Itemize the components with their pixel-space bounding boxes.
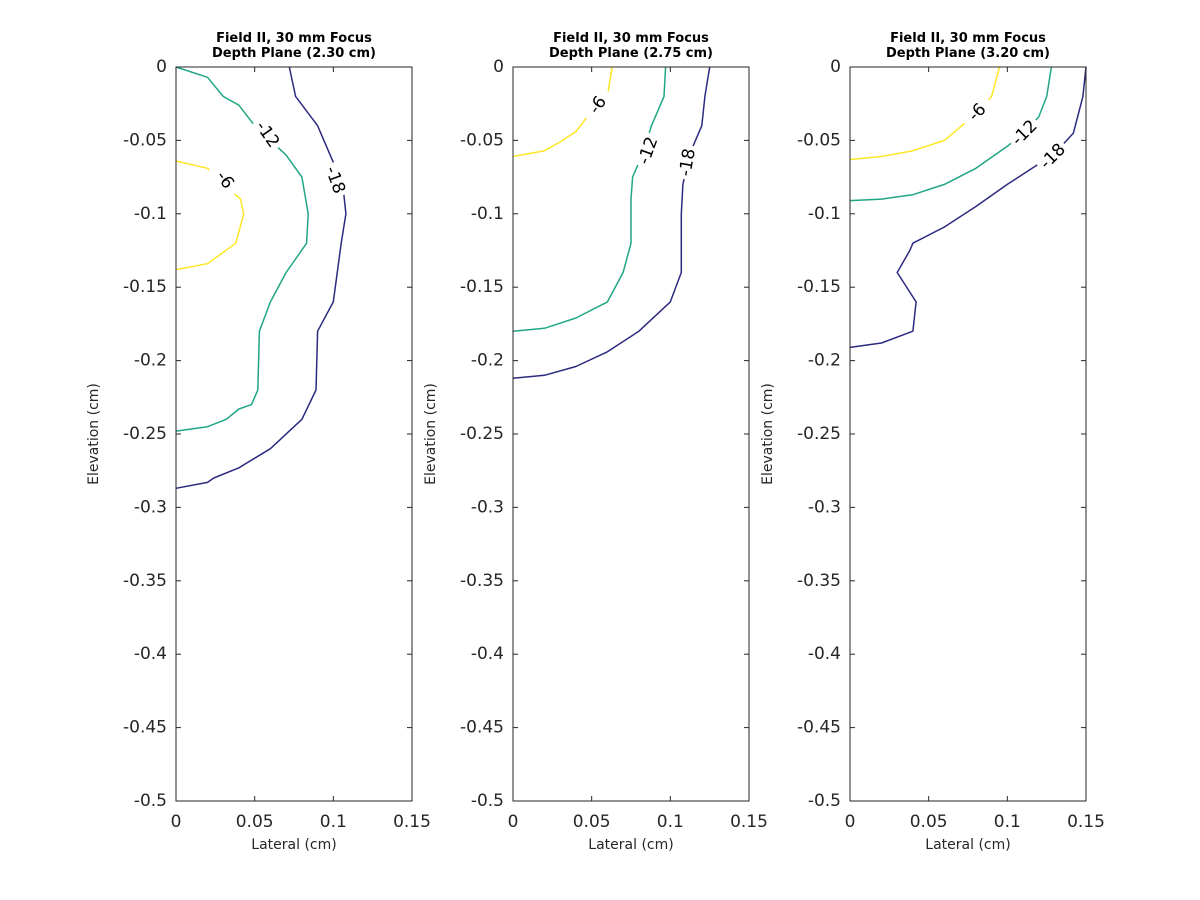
y-tick-label: -0.1 [134, 204, 167, 224]
y-tick-label: -0.45 [123, 718, 167, 738]
y-tick-label: -0.05 [123, 130, 167, 150]
contour-line-minus6 [849, 66, 1001, 161]
x-tick-label: 0.15 [393, 812, 431, 832]
x-tick-label: 0.1 [657, 812, 684, 832]
y-tick-label: -0.1 [808, 204, 841, 224]
y-tick-label: -0.4 [471, 644, 504, 664]
contour-line-minus18 [849, 66, 1087, 349]
y-tick-label: -0.2 [471, 351, 504, 371]
y-tick-label: 0 [156, 57, 167, 77]
contour-line-minus12 [849, 66, 1053, 202]
y-tick-label: -0.25 [797, 424, 841, 444]
contour-line-minus18 [175, 66, 347, 490]
y-tick-label: -0.45 [460, 718, 504, 738]
contour-label-background [958, 93, 997, 132]
contour-label-background [1005, 113, 1044, 153]
plot-title-line-2: Depth Plane (2.30 cm) [212, 46, 376, 61]
x-tick-label: 0.05 [573, 812, 611, 832]
y-tick-label: -0.1 [471, 204, 504, 224]
x-tick-label: 0 [171, 812, 182, 832]
plot-title-line-1: Field II, 30 mm Focus [890, 31, 1046, 46]
y-tick-label: 0 [493, 57, 504, 77]
y-tick-label: -0.35 [123, 571, 167, 591]
contour-label-background [249, 114, 286, 155]
plot-title-line-1: Field II, 30 mm Focus [553, 31, 709, 46]
y-tick-label: -0.5 [471, 791, 504, 811]
y-tick-label: -0.25 [123, 424, 167, 444]
x-tick-label: 0 [508, 812, 519, 832]
y-tick-label: -0.3 [471, 497, 504, 517]
contour-label-background [674, 143, 701, 181]
contour-label-background [633, 131, 664, 171]
contour-line-minus12 [512, 66, 667, 332]
y-tick-label: -0.5 [134, 791, 167, 811]
x-tick-label: 0.15 [730, 812, 768, 832]
y-axis-title: Elevation (cm) [423, 383, 439, 485]
contour-label-background [319, 160, 351, 200]
x-tick-label: 0.05 [236, 812, 274, 832]
y-tick-label: -0.15 [123, 277, 167, 297]
y-tick-label: -0.15 [797, 277, 841, 297]
y-tick-label: -0.3 [808, 497, 841, 517]
y-tick-label: -0.45 [797, 718, 841, 738]
contour-label-background [206, 160, 243, 200]
y-axis-title: Elevation (cm) [760, 383, 776, 485]
plot-title-line-1: Field II, 30 mm Focus [216, 31, 372, 46]
x-tick-label: 0 [845, 812, 856, 832]
y-tick-label: -0.2 [808, 351, 841, 371]
y-tick-label: 0 [830, 57, 841, 77]
y-tick-label: -0.25 [460, 424, 504, 444]
y-tick-label: -0.2 [134, 351, 167, 371]
y-tick-label: -0.3 [134, 497, 167, 517]
x-tick-label: 0.15 [1067, 812, 1105, 832]
y-tick-label: -0.35 [797, 571, 841, 591]
y-tick-label: -0.4 [134, 644, 167, 664]
x-tick-label: 0.1 [994, 812, 1021, 832]
y-tick-label: -0.15 [460, 277, 504, 297]
x-tick-label: 0.05 [910, 812, 948, 832]
plot-title-line-2: Depth Plane (2.75 cm) [549, 46, 713, 61]
y-tick-label: -0.05 [460, 130, 504, 150]
x-axis-title: Lateral (cm) [588, 837, 673, 853]
y-axis-title: Elevation (cm) [86, 383, 102, 485]
x-tick-label: 0.1 [320, 812, 347, 832]
y-tick-label: -0.5 [808, 791, 841, 811]
x-axis-title: Lateral (cm) [925, 837, 1010, 853]
contour-line-minus18 [512, 66, 711, 379]
plot-title-line-2: Depth Plane (3.20 cm) [886, 46, 1050, 61]
contour-label: -18 [675, 147, 700, 178]
y-tick-label: -0.35 [460, 571, 504, 591]
x-axis-title: Lateral (cm) [251, 837, 336, 853]
contour-line-minus12 [175, 66, 309, 432]
contour-label-background [580, 85, 616, 125]
y-tick-label: -0.05 [797, 130, 841, 150]
y-tick-label: -0.4 [808, 644, 841, 664]
contour-label-background [1033, 137, 1073, 176]
